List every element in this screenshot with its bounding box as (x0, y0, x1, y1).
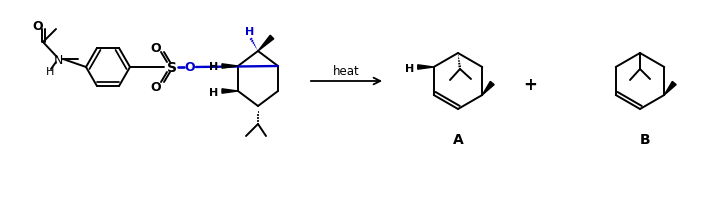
Text: S: S (167, 61, 177, 75)
Text: heat: heat (333, 65, 360, 78)
Polygon shape (222, 64, 238, 69)
Text: B: B (640, 132, 650, 146)
Text: O: O (185, 61, 195, 74)
Polygon shape (418, 65, 434, 70)
Polygon shape (222, 89, 238, 94)
Text: O: O (33, 19, 43, 32)
Text: O: O (151, 41, 162, 54)
Text: H: H (210, 62, 218, 72)
Text: H: H (405, 64, 414, 74)
Text: O: O (151, 81, 162, 94)
Text: N: N (53, 53, 63, 66)
Text: H: H (245, 27, 255, 37)
Text: +: + (523, 76, 537, 94)
Text: H: H (46, 67, 54, 77)
Polygon shape (482, 82, 494, 96)
Polygon shape (664, 82, 676, 96)
Text: A: A (453, 132, 464, 146)
Polygon shape (258, 36, 274, 52)
Text: H: H (210, 88, 218, 98)
